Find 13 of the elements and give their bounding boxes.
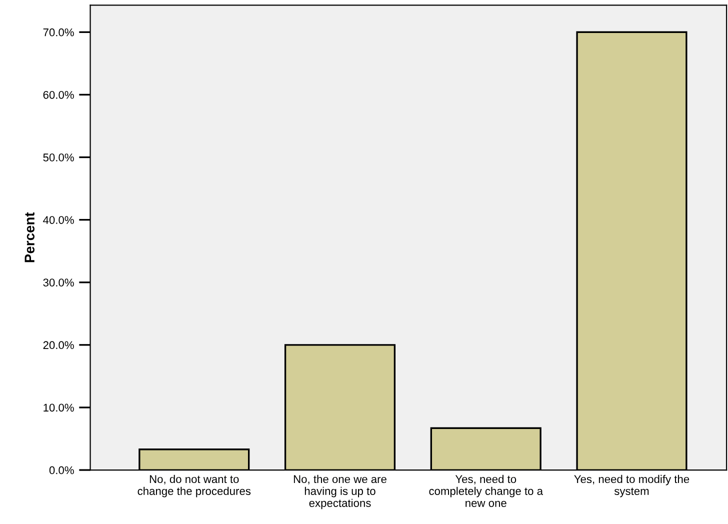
x-tick-label: No, the one we are having is up to expectations bbox=[294, 474, 386, 510]
y-tick-label: 40.0% bbox=[43, 216, 74, 224]
x-tick-label: Yes, need to completely change to a new one bbox=[429, 474, 543, 507]
y-axis-title: Percent bbox=[24, 212, 34, 262]
x-tick-label: No, do not want to change the procedures bbox=[138, 474, 251, 498]
y-tick-label: 20.0% bbox=[43, 341, 74, 350]
y-tick-label: 50.0% bbox=[43, 154, 74, 162]
y-tick-label: 70.0% bbox=[43, 28, 74, 36]
y-tick-label: 30.0% bbox=[43, 278, 74, 286]
y-tick-label: 60.0% bbox=[43, 90, 74, 99]
y-tick-label: 0.0% bbox=[49, 466, 74, 474]
y-tick-label: 10.0% bbox=[44, 404, 74, 412]
x-tick-label: Yes, need to modify the system bbox=[574, 474, 690, 498]
